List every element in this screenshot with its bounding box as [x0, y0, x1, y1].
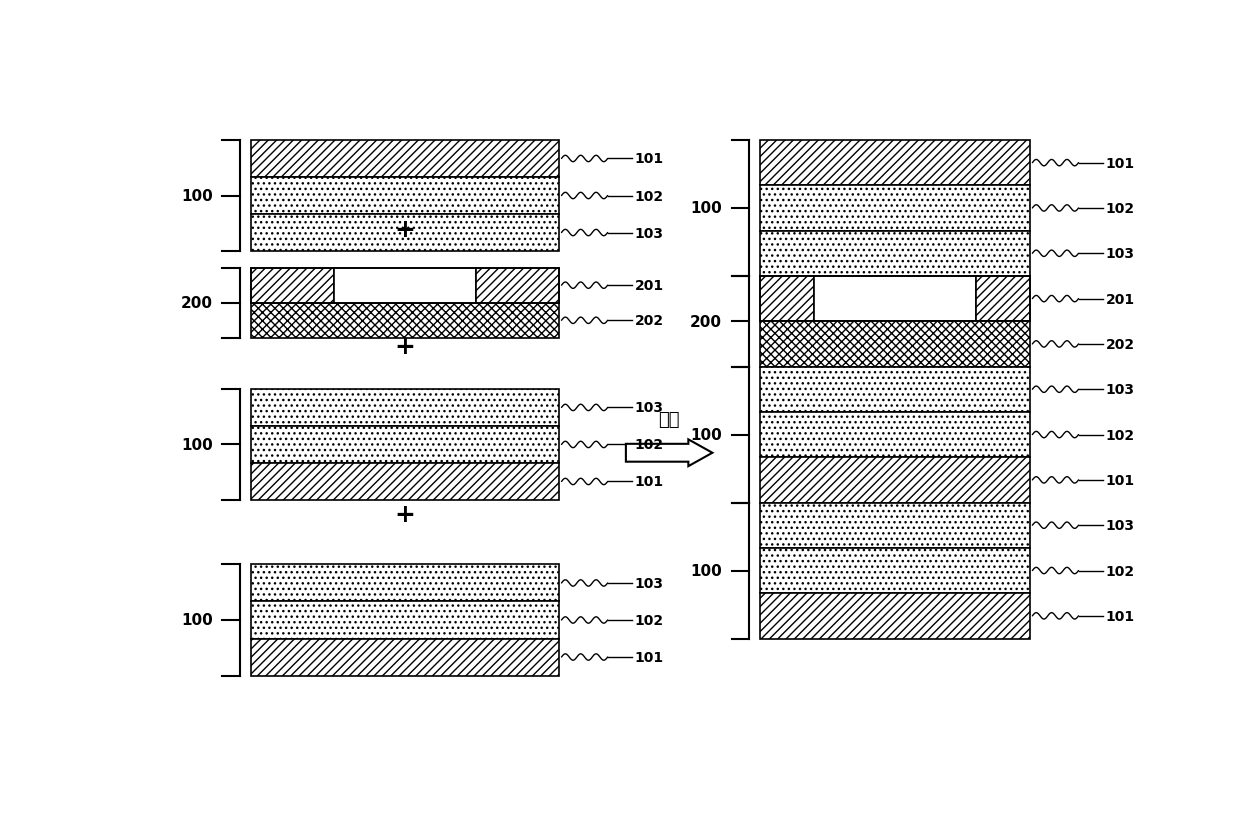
Bar — [760, 367, 1029, 412]
Bar — [760, 412, 1029, 458]
Text: 200: 200 — [181, 296, 213, 310]
Bar — [250, 464, 559, 500]
Text: 201: 201 — [1105, 292, 1135, 306]
Bar — [334, 268, 476, 303]
FancyArrow shape — [626, 440, 713, 467]
Text: 100: 100 — [691, 563, 722, 578]
Bar — [760, 594, 1029, 638]
Text: 101: 101 — [1105, 609, 1135, 623]
Text: 100: 100 — [691, 201, 722, 216]
Text: 103: 103 — [635, 401, 663, 415]
Text: +: + — [394, 335, 415, 359]
Bar — [476, 268, 558, 303]
Text: 103: 103 — [1105, 518, 1135, 532]
Text: 103: 103 — [1105, 247, 1135, 261]
Bar — [976, 277, 1029, 322]
Text: 202: 202 — [635, 314, 663, 328]
Text: 102: 102 — [1105, 564, 1135, 578]
Bar — [760, 231, 1029, 277]
Bar — [250, 303, 559, 339]
Text: 103: 103 — [1105, 383, 1135, 397]
Text: 201: 201 — [635, 279, 663, 293]
Text: 101: 101 — [635, 650, 663, 664]
Bar — [250, 268, 334, 303]
Bar — [760, 277, 815, 322]
Text: 102: 102 — [635, 438, 663, 452]
Bar — [760, 548, 1029, 594]
Text: 103: 103 — [635, 226, 663, 240]
Bar — [760, 186, 1029, 231]
Bar — [760, 141, 1029, 186]
Bar — [760, 458, 1029, 503]
Text: 103: 103 — [635, 576, 663, 590]
Bar — [250, 141, 559, 178]
Bar — [250, 565, 559, 602]
Bar — [760, 322, 1029, 367]
Bar — [815, 277, 976, 322]
Bar — [760, 503, 1029, 548]
Text: 101: 101 — [1105, 474, 1135, 488]
Bar — [250, 638, 559, 676]
Bar — [250, 178, 559, 214]
Bar — [250, 214, 559, 252]
Text: 100: 100 — [181, 437, 213, 452]
Text: 101: 101 — [1105, 156, 1135, 171]
Bar — [250, 389, 559, 426]
Text: 200: 200 — [689, 315, 722, 330]
Bar — [250, 426, 559, 464]
Text: 压合: 压合 — [658, 411, 680, 428]
Text: 102: 102 — [1105, 202, 1135, 215]
Text: +: + — [394, 502, 415, 526]
Bar — [250, 602, 559, 638]
Text: 102: 102 — [1105, 428, 1135, 442]
Text: 100: 100 — [181, 189, 213, 204]
Text: 202: 202 — [1105, 338, 1135, 352]
Text: 102: 102 — [635, 614, 663, 628]
Text: 100: 100 — [181, 613, 213, 628]
Text: 102: 102 — [635, 190, 663, 203]
Text: 101: 101 — [635, 475, 663, 489]
Text: 100: 100 — [691, 427, 722, 442]
Text: +: + — [394, 218, 415, 242]
Text: 101: 101 — [635, 152, 663, 166]
